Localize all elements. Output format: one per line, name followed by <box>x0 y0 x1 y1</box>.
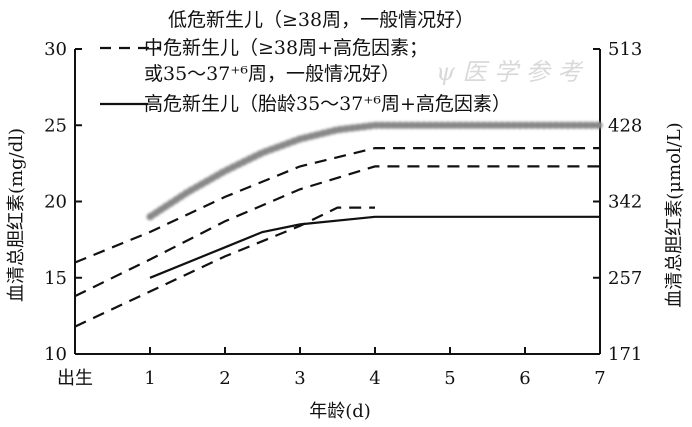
x-tick-label-0: 出生 <box>57 368 93 389</box>
y2-tick-label-4: 513 <box>608 39 642 60</box>
x-tick-label-2: 2 <box>219 368 230 389</box>
legend-label-low-risk: 低危新生儿（≥38周，一般情况好） <box>168 9 474 31</box>
watermark-text: ψ 医 学 参 考 <box>436 58 584 86</box>
y-tick-label-1: 15 <box>44 268 67 289</box>
y-tick-label-0: 10 <box>44 344 67 365</box>
series-layer <box>74 121 604 328</box>
x-tick-label-3: 3 <box>294 368 305 389</box>
x-tick-label-5: 5 <box>444 368 455 389</box>
y2-tick-label-2: 342 <box>608 192 642 213</box>
y2-tick-label-0: 171 <box>608 344 642 365</box>
series-medium-risk-line-2 <box>74 165 600 298</box>
y2-axis-title: 血清总胆红素(μmol/L) <box>664 122 685 307</box>
y2-tick-label-3: 428 <box>608 115 642 136</box>
series-low-risk-line <box>146 121 604 221</box>
y-axis-title: 血清总胆红素(mg/dl) <box>6 128 27 302</box>
x-tick-label-4: 4 <box>369 368 380 389</box>
series-high-risk-line <box>149 215 600 279</box>
y2-axis-ticks: 171 257 342 428 513 <box>593 39 642 365</box>
legend-label-high-risk: 高危新生儿（胎龄35～37⁺⁶周+高危因素） <box>144 93 511 115</box>
series-medium-risk-line-3 <box>74 206 375 328</box>
y-tick-label-2: 20 <box>44 192 67 213</box>
series-medium-risk-line-1 <box>74 147 600 264</box>
x-axis-ticks: 出生 1 2 3 4 5 6 7 <box>57 347 606 389</box>
y-axis-ticks: 10 15 20 25 30 <box>44 39 82 365</box>
legend-label-medium-risk-line2: 或35～37⁺⁶周，一般情况好） <box>144 63 400 85</box>
y-tick-label-3: 25 <box>44 115 67 136</box>
y2-tick-label-1: 257 <box>608 268 642 289</box>
legend: 低危新生儿（≥38周，一般情况好） 中危新生儿（≥38周+高危因素； 或35～3… <box>97 9 511 115</box>
legend-label-medium-risk-line1: 中危新生儿（≥38周+高危因素； <box>144 37 428 59</box>
x-tick-label-7: 7 <box>594 368 605 389</box>
y-tick-label-4: 30 <box>44 39 67 60</box>
x-tick-label-1: 1 <box>144 368 155 389</box>
x-axis-title: 年龄(d) <box>309 401 371 422</box>
x-tick-label-6: 6 <box>519 368 530 389</box>
